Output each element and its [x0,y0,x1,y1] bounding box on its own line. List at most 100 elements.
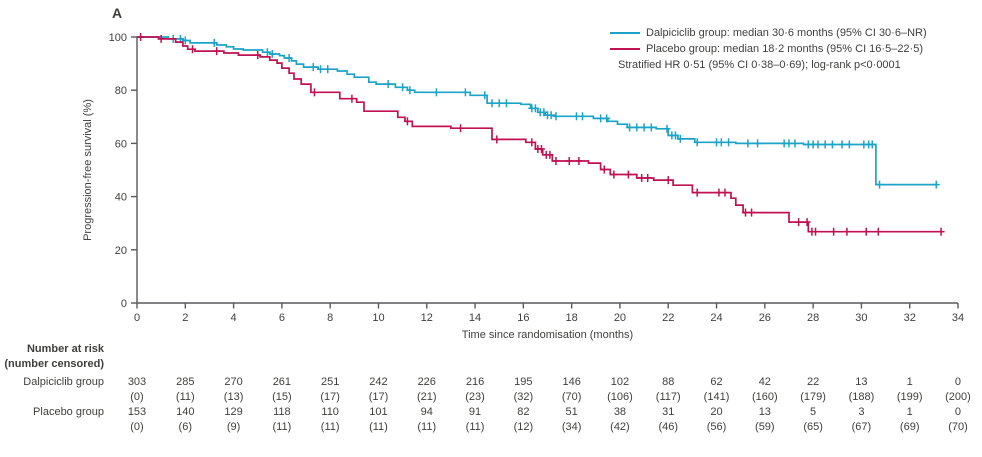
risk-value: 242 [369,376,388,388]
risk-value: 13 [855,376,868,388]
svg-text:4: 4 [231,312,237,324]
risk-value: 251 [320,376,340,388]
risk-value: 51 [565,406,578,418]
svg-text:20: 20 [614,312,626,324]
svg-text:10: 10 [372,312,384,324]
svg-text:6: 6 [279,312,285,324]
risk-value: 140 [176,406,195,418]
svg-text:100: 100 [109,32,127,44]
risk-value: 42 [758,376,771,388]
panel-label: A [112,5,123,21]
risk-value: (32) [513,391,534,403]
risk-value: 216 [465,376,485,388]
svg-text:34: 34 [952,312,964,324]
svg-text:12: 12 [421,312,433,324]
risk-table-subheader: (number censored) [4,358,104,370]
risk-row-label-dalpiciclib: Dalpiciclib group [23,376,104,388]
risk-value: 303 [127,376,147,388]
svg-text:14: 14 [469,312,481,324]
svg-text:18: 18 [566,312,578,324]
svg-text:16: 16 [517,312,529,324]
svg-text:32: 32 [904,312,916,324]
risk-value: (0) [130,391,144,403]
risk-value: (11) [369,421,388,433]
y-axis-title: Progression-free survival (%) [82,99,94,241]
risk-value: (199) [896,391,923,403]
risk-value: 82 [517,406,530,418]
risk-value: 0 [954,406,962,418]
risk-value: 1 [906,376,913,388]
risk-value: (59) [755,421,775,433]
svg-text:8: 8 [327,312,333,324]
risk-value: 22 [806,376,820,388]
risk-value: (21) [416,391,437,403]
legend-label-dalpiciclib: Dalpiciclib group: median 30·6 months (9… [646,27,927,39]
svg-text:26: 26 [759,312,771,324]
risk-value: 285 [176,376,195,388]
risk-value: (11) [272,421,292,433]
risk-value: (23) [465,391,485,403]
risk-value: (69) [899,421,920,433]
risk-value: (160) [751,391,778,403]
risk-value: (141) [703,391,730,403]
risk-value: 5 [810,406,817,418]
risk-value: (70) [948,421,968,433]
risk-value: (56) [706,421,727,433]
risk-value: 94 [420,406,433,418]
risk-value: 261 [272,376,292,388]
risk-value: (117) [655,391,681,403]
svg-text:40: 40 [115,192,127,204]
risk-value: 31 [662,406,675,418]
risk-value: (15) [272,391,292,403]
legend: Dalpiciclib group: median 30·6 months (9… [610,25,927,73]
placebo-line-swatch [610,47,640,51]
legend-label-placebo: Placebo group: median 18·2 months (95% C… [646,43,923,55]
svg-text:60: 60 [115,138,127,150]
risk-value: (65) [803,421,823,433]
risk-value: (9) [226,421,241,433]
svg-text:0: 0 [134,312,140,324]
risk-value: (12) [513,421,534,433]
svg-text:80: 80 [115,85,127,97]
legend-entry-dalpiciclib: Dalpiciclib group: median 30·6 months (9… [610,25,927,41]
svg-text:24: 24 [710,312,722,324]
risk-value: 91 [468,406,482,418]
risk-value: (188) [848,391,875,403]
risk-row-label-placebo: Placebo group [33,406,104,418]
risk-value: (11) [320,421,340,433]
risk-value: 88 [662,376,675,388]
risk-value: 1 [906,406,913,418]
risk-value: 110 [321,406,339,418]
stratified-hr-note: Stratified HR 0·51 (95% CI 0·38–0·69); l… [618,59,901,71]
svg-text:22: 22 [662,312,674,324]
risk-value: 153 [127,406,147,418]
risk-value: 146 [562,376,581,388]
risk-value: (17) [368,391,389,403]
risk-table-header: Number at risk [26,343,104,355]
risk-value: (11) [465,421,485,433]
risk-value: 129 [224,406,243,418]
risk-value: 101 [369,406,388,418]
dalpiciclib-line-swatch [610,31,640,35]
svg-text:28: 28 [807,312,819,324]
risk-value: (42) [610,421,630,433]
risk-value: (67) [851,421,872,433]
risk-value: 195 [514,376,533,388]
risk-value: 0 [954,376,962,388]
risk-value: (6) [178,421,192,433]
risk-value: (179) [800,391,826,403]
risk-value: 102 [610,376,630,388]
risk-value: (200) [945,391,971,403]
x-axis-title: Time since randomisation (months) [461,329,634,341]
risk-value: 20 [710,406,723,418]
legend-entry-placebo: Placebo group: median 18·2 months (95% C… [610,41,927,57]
svg-text:0: 0 [121,298,127,310]
risk-value: 13 [758,406,771,418]
risk-value: (0) [130,421,144,433]
risk-value: (17) [320,391,340,403]
risk-value: (11) [175,391,195,403]
svg-text:2: 2 [182,312,188,324]
svg-text:20: 20 [115,245,127,257]
